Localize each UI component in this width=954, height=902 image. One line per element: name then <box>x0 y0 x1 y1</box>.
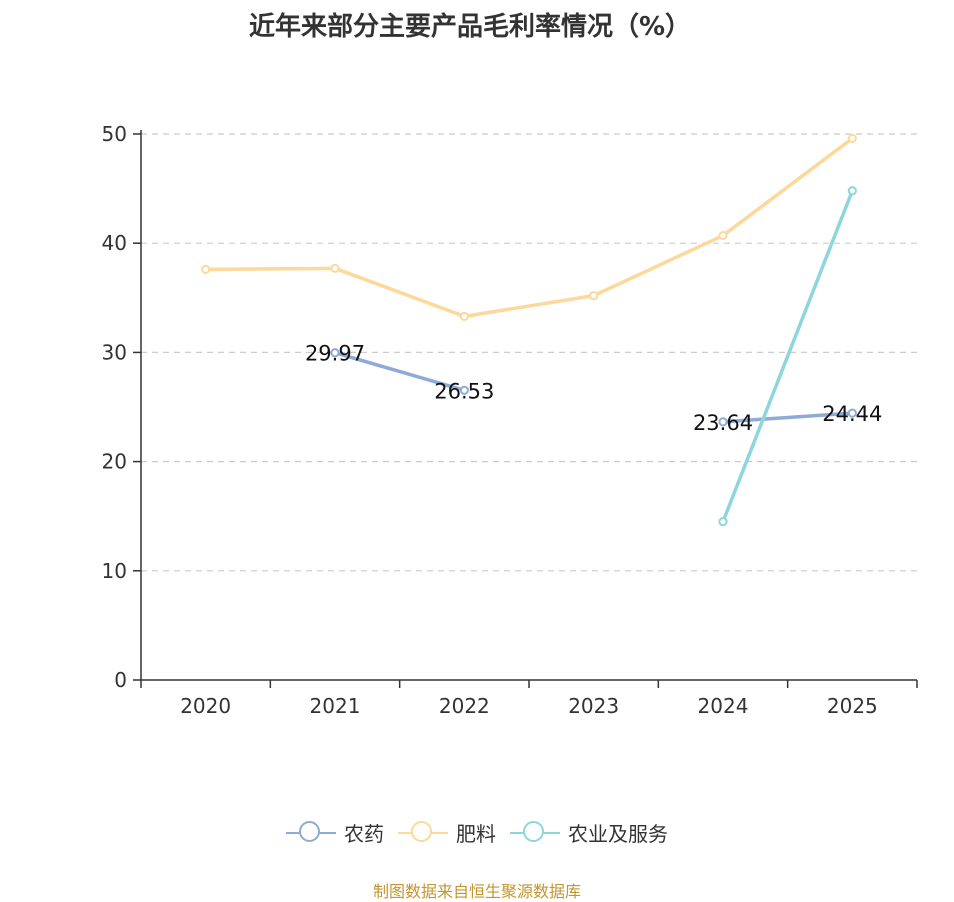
y-tick-label-50: 50 <box>102 122 127 146</box>
y-tick-label-40: 40 <box>102 231 127 255</box>
legend-item-pesticide[interactable]: 农药 <box>286 818 384 847</box>
y-tick-label-20: 20 <box>102 450 127 474</box>
legend-label-fertilizer: 肥料 <box>456 822 496 846</box>
data-label-pesticide-2025: 24.44 <box>822 402 882 426</box>
point-pesticide-2021 <box>330 348 340 358</box>
y-tick-label-30: 30 <box>102 340 127 364</box>
point-pesticide-2024 <box>718 417 728 427</box>
source-note: 制图数据来自恒生聚源数据库 <box>372 882 581 901</box>
legend-swatch-agri-services <box>510 820 560 846</box>
point-fertilizer-2022 <box>459 311 469 321</box>
point-fertilizer-2025 <box>847 133 857 143</box>
x-tick-label-2024: 2024 <box>698 694 749 718</box>
legend-item-fertilizer[interactable]: 肥料 <box>398 818 496 847</box>
line-chart: 0 10 20 30 40 50 2020 2021 2022 2023 2024 2025 29.97… <box>102 122 918 718</box>
y-tick-label-0: 0 <box>114 668 127 692</box>
x-tick-label-2020: 2020 <box>180 694 231 718</box>
data-label-pesticide-2022: 26.53 <box>434 379 494 403</box>
point-agri-services-2025 <box>847 186 857 196</box>
point-fertilizer-2023 <box>589 291 599 301</box>
data-label-pesticide-2024: 23.64 <box>693 411 753 435</box>
legend-item-agri-services[interactable]: 农业及服务 <box>510 818 668 847</box>
data-label-pesticide-2021: 29.97 <box>305 342 365 366</box>
point-agri-services-2024 <box>718 517 728 527</box>
y-tick-label-10: 10 <box>102 559 127 583</box>
series-line-fertilizer-0 <box>205 136 854 319</box>
legend-swatch-fertilizer <box>398 820 448 846</box>
legend-swatch-pesticide <box>286 820 336 846</box>
series-line-agri-services-0 <box>721 190 854 523</box>
x-tick-label-2025: 2025 <box>827 694 878 718</box>
point-pesticide-2022 <box>459 385 469 395</box>
legend-label-pesticide: 农药 <box>344 822 384 846</box>
point-fertilizer-2021 <box>330 263 340 273</box>
x-tick-label-2023: 2023 <box>568 694 619 718</box>
x-tick-label-2021: 2021 <box>310 694 361 718</box>
point-pesticide-2025 <box>847 408 857 418</box>
point-fertilizer-2024 <box>718 230 728 241</box>
series-line-pesticide-0 <box>334 351 465 392</box>
legend-label-agri-services: 农业及服务 <box>568 822 668 846</box>
chart-title: 近年来部分主要产品毛利率情况（%） <box>248 12 692 42</box>
legend: 农药 肥料 农业及服务 <box>0 818 954 847</box>
x-tick-label-2022: 2022 <box>439 694 490 718</box>
series-line-pesticide-1 <box>722 411 853 424</box>
point-fertilizer-2020 <box>201 264 211 275</box>
